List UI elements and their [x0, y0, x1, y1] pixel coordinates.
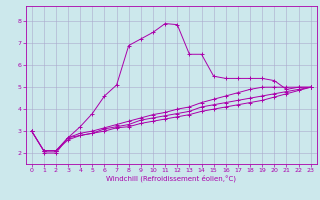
X-axis label: Windchill (Refroidissement éolien,°C): Windchill (Refroidissement éolien,°C) — [106, 175, 236, 182]
